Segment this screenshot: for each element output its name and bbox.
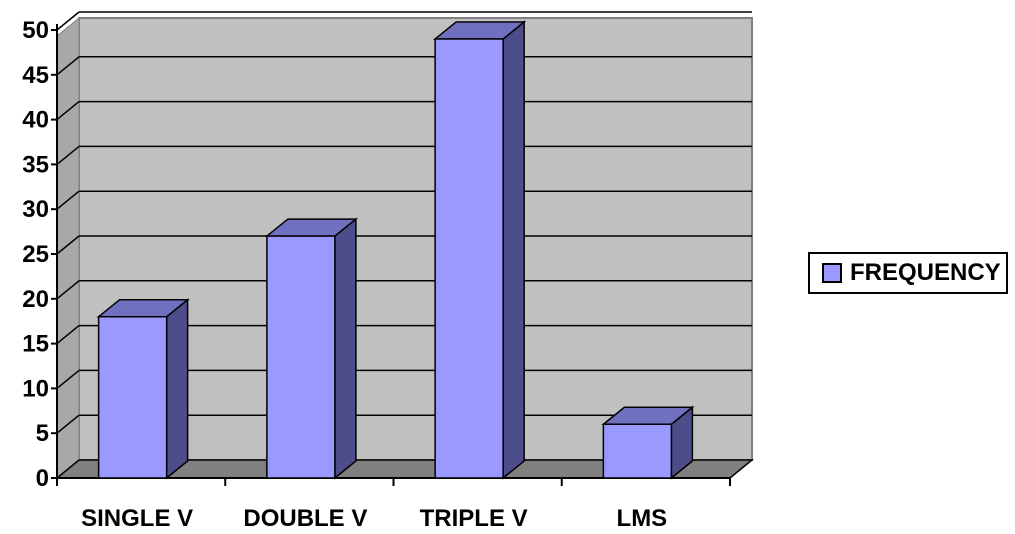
gridline — [56, 56, 80, 76]
legend: FREQUENCY — [808, 252, 1008, 294]
bar-front — [602, 423, 673, 479]
y-tick-label: 10 — [22, 375, 49, 402]
y-tick-label: 5 — [36, 420, 49, 447]
gridline — [56, 414, 80, 434]
x-tick-label: LMS — [617, 505, 668, 532]
x-tick-label: DOUBLE V — [243, 505, 367, 532]
y-tick-label: 45 — [22, 62, 49, 89]
y-tick-label: 50 — [22, 17, 49, 44]
bars — [96, 20, 695, 480]
bar-front — [97, 315, 168, 479]
x-tick-labels: SINGLE V DOUBLE V TRIPLE V LMS — [81, 505, 667, 532]
gridline — [56, 280, 80, 300]
bar-side — [334, 217, 357, 480]
side-wall — [56, 16, 80, 480]
bar-triple-v — [433, 20, 527, 480]
gridline — [56, 145, 80, 165]
bar-front — [434, 38, 504, 479]
bar-single-v — [96, 298, 190, 480]
gridline — [56, 101, 80, 121]
y-tick-label: 20 — [22, 286, 49, 313]
gridline — [56, 369, 80, 389]
y-tick-label: 15 — [22, 331, 49, 358]
y-tick-label: 30 — [22, 196, 49, 223]
gridlines — [56, 11, 752, 434]
x-tick-label: TRIPLE V — [420, 505, 528, 532]
y-tick-label: 25 — [22, 241, 49, 268]
gridline — [56, 11, 80, 31]
gridline — [56, 190, 80, 210]
bar-side — [165, 298, 189, 480]
gridline — [56, 325, 80, 345]
y-tick-label: 40 — [22, 107, 49, 134]
y-tick-labels: 0 5 10 15 20 25 30 35 40 45 50 — [22, 17, 49, 492]
legend-swatch — [822, 263, 842, 283]
bar-lms — [601, 405, 695, 480]
y-tick-label: 35 — [22, 151, 49, 178]
gridline — [56, 235, 80, 255]
bar-side — [502, 20, 525, 480]
legend-label: FREQUENCY — [850, 259, 1001, 286]
x-tick-label: SINGLE V — [81, 505, 193, 532]
bar-front — [266, 235, 336, 479]
bar-double-v — [264, 217, 358, 480]
y-tick-label: 0 — [36, 465, 49, 492]
